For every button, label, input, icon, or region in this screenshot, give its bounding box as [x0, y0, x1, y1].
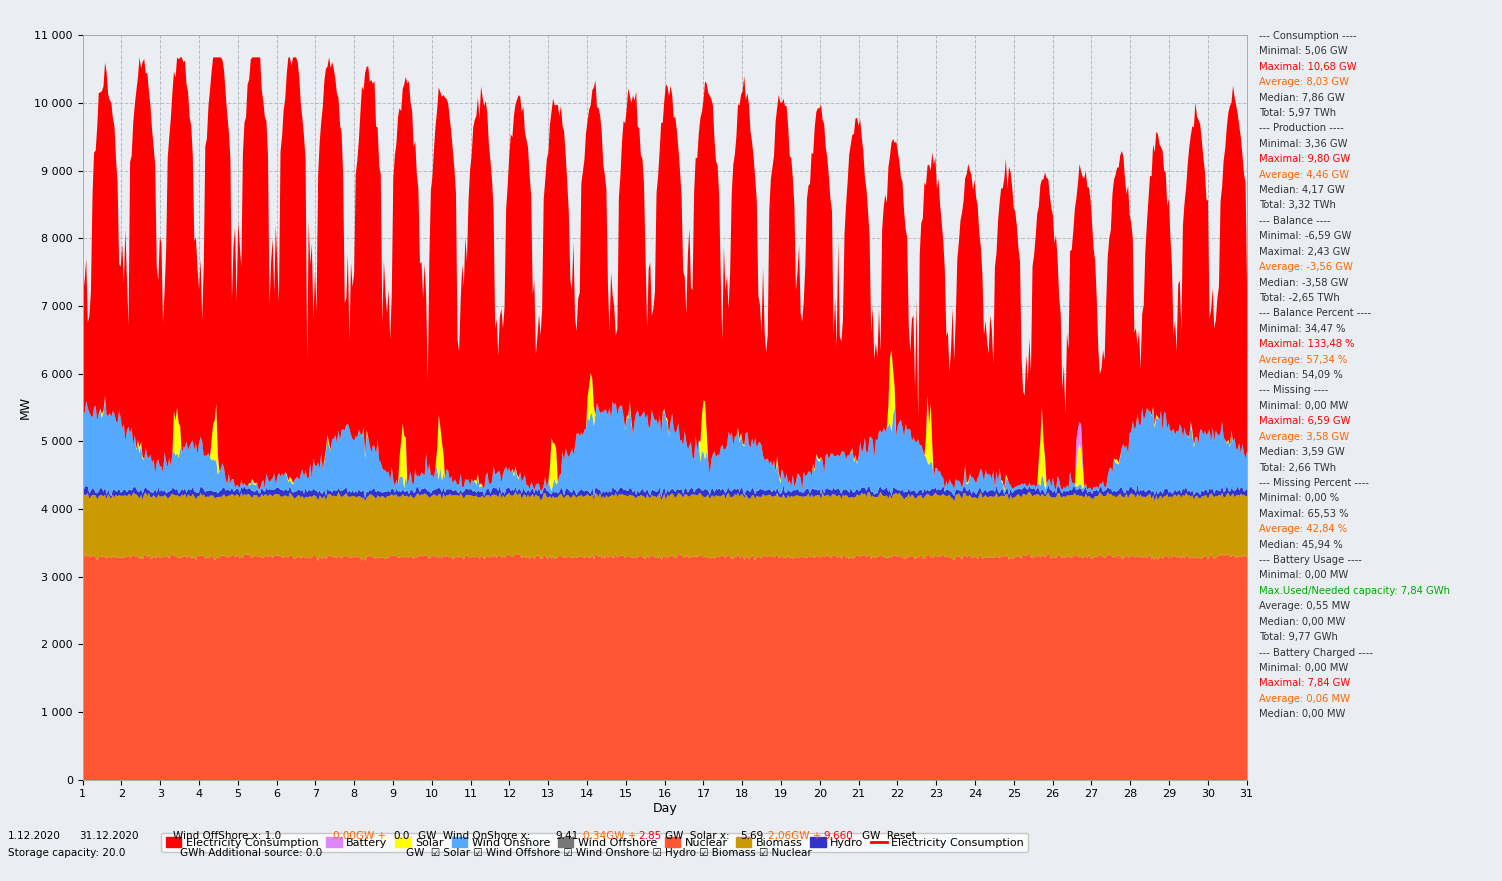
Text: Maximal: 6,59 GW: Maximal: 6,59 GW: [1259, 417, 1350, 426]
Text: Minimal: 34,47 %: Minimal: 34,47 %: [1259, 324, 1346, 334]
Text: Total: 5,97 TWh: Total: 5,97 TWh: [1259, 108, 1335, 118]
Text: Average: 42,84 %: Average: 42,84 %: [1259, 524, 1347, 534]
Text: Maximal: 65,53 %: Maximal: 65,53 %: [1259, 509, 1349, 519]
Text: Minimal: 0,00 MW: Minimal: 0,00 MW: [1259, 663, 1347, 673]
Text: --- Consumption ----: --- Consumption ----: [1259, 31, 1356, 41]
Text: Total: -2,65 TWh: Total: -2,65 TWh: [1259, 292, 1340, 303]
Text: Minimal: -6,59 GW: Minimal: -6,59 GW: [1259, 232, 1352, 241]
Text: 0,34GW +: 0,34GW +: [583, 831, 637, 840]
Text: Median: 45,94 %: Median: 45,94 %: [1259, 539, 1343, 550]
Text: GWh Additional source: 0.0: GWh Additional source: 0.0: [180, 848, 323, 858]
Text: GW  Solar x:: GW Solar x:: [665, 831, 730, 840]
Text: Minimal: 3,36 GW: Minimal: 3,36 GW: [1259, 139, 1347, 149]
Text: Maximal: 9,80 GW: Maximal: 9,80 GW: [1259, 154, 1350, 164]
Text: Minimal: 0,00 MW: Minimal: 0,00 MW: [1259, 401, 1347, 411]
Legend: Electricity Consumption, Battery, Solar, Wind Onshore, Wind Offshore, Nuclear, B: Electricity Consumption, Battery, Solar,…: [161, 833, 1029, 852]
Text: GW  ☑ Solar ☑ Wind Offshore ☑ Wind Onshore ☑ Hydro ☑ Biomass ☑ Nuclear: GW ☑ Solar ☑ Wind Offshore ☑ Wind Onshor…: [406, 848, 811, 858]
Text: Average: 4,46 GW: Average: 4,46 GW: [1259, 170, 1349, 180]
Text: --- Battery Charged ----: --- Battery Charged ----: [1259, 648, 1373, 657]
Text: GW  Wind OnShore x:: GW Wind OnShore x:: [418, 831, 530, 840]
Text: 0.0: 0.0: [394, 831, 410, 840]
Text: Median: 3,59 GW: Median: 3,59 GW: [1259, 448, 1344, 457]
Text: Median: 54,09 %: Median: 54,09 %: [1259, 370, 1343, 380]
Text: 9.41: 9.41: [556, 831, 578, 840]
Text: Total: 3,32 TWh: Total: 3,32 TWh: [1259, 201, 1335, 211]
Text: Average: -3,56 GW: Average: -3,56 GW: [1259, 263, 1352, 272]
Text: 2,06GW +: 2,06GW +: [768, 831, 822, 840]
Text: Total: 2,66 TWh: Total: 2,66 TWh: [1259, 463, 1335, 472]
Text: --- Production ----: --- Production ----: [1259, 123, 1343, 133]
Y-axis label: MW: MW: [18, 396, 32, 419]
Text: Wind OffShore x: 1.0: Wind OffShore x: 1.0: [173, 831, 281, 840]
Text: 2.85: 2.85: [638, 831, 661, 840]
Text: Average: 0,06 MW: Average: 0,06 MW: [1259, 694, 1350, 704]
Text: Average: 8,03 GW: Average: 8,03 GW: [1259, 78, 1349, 87]
Text: Average: 57,34 %: Average: 57,34 %: [1259, 355, 1347, 365]
Text: Median: 0,00 MW: Median: 0,00 MW: [1259, 617, 1346, 626]
Text: Minimal: 0,00 %: Minimal: 0,00 %: [1259, 493, 1338, 503]
Text: Median: -3,58 GW: Median: -3,58 GW: [1259, 278, 1347, 287]
Text: 31.12.2020: 31.12.2020: [80, 831, 140, 840]
Text: Median: 0,00 MW: Median: 0,00 MW: [1259, 709, 1346, 719]
Text: 1.12.2020: 1.12.2020: [8, 831, 60, 840]
Text: --- Balance ----: --- Balance ----: [1259, 216, 1331, 226]
Text: Maximal: 133,48 %: Maximal: 133,48 %: [1259, 339, 1355, 349]
X-axis label: Day: Day: [652, 803, 677, 815]
Text: --- Missing ----: --- Missing ----: [1259, 386, 1328, 396]
Text: Maximal: 10,68 GW: Maximal: 10,68 GW: [1259, 62, 1356, 71]
Text: --- Battery Usage ----: --- Battery Usage ----: [1259, 555, 1361, 565]
Text: Average: 0,55 MW: Average: 0,55 MW: [1259, 602, 1350, 611]
Text: Median: 4,17 GW: Median: 4,17 GW: [1259, 185, 1344, 195]
Text: Total: 9,77 GWh: Total: 9,77 GWh: [1259, 633, 1338, 642]
Text: Maximal: 2,43 GW: Maximal: 2,43 GW: [1259, 247, 1350, 256]
Text: 0,00GW +: 0,00GW +: [333, 831, 386, 840]
Text: Max.Used/Needed capacity: 7,84 GWh: Max.Used/Needed capacity: 7,84 GWh: [1259, 586, 1449, 596]
Text: Average: 3,58 GW: Average: 3,58 GW: [1259, 432, 1349, 441]
Text: 5.69: 5.69: [740, 831, 763, 840]
Text: Storage capacity: 20.0: Storage capacity: 20.0: [8, 848, 125, 858]
Text: --- Missing Percent ----: --- Missing Percent ----: [1259, 478, 1368, 488]
Text: --- Balance Percent ----: --- Balance Percent ----: [1259, 308, 1371, 318]
Text: Median: 7,86 GW: Median: 7,86 GW: [1259, 93, 1344, 102]
Text: 9,660: 9,660: [823, 831, 853, 840]
Text: GW  Reset: GW Reset: [862, 831, 916, 840]
Text: Minimal: 0,00 MW: Minimal: 0,00 MW: [1259, 571, 1347, 581]
Text: Maximal: 7,84 GW: Maximal: 7,84 GW: [1259, 678, 1350, 688]
Text: Minimal: 5,06 GW: Minimal: 5,06 GW: [1259, 46, 1347, 56]
